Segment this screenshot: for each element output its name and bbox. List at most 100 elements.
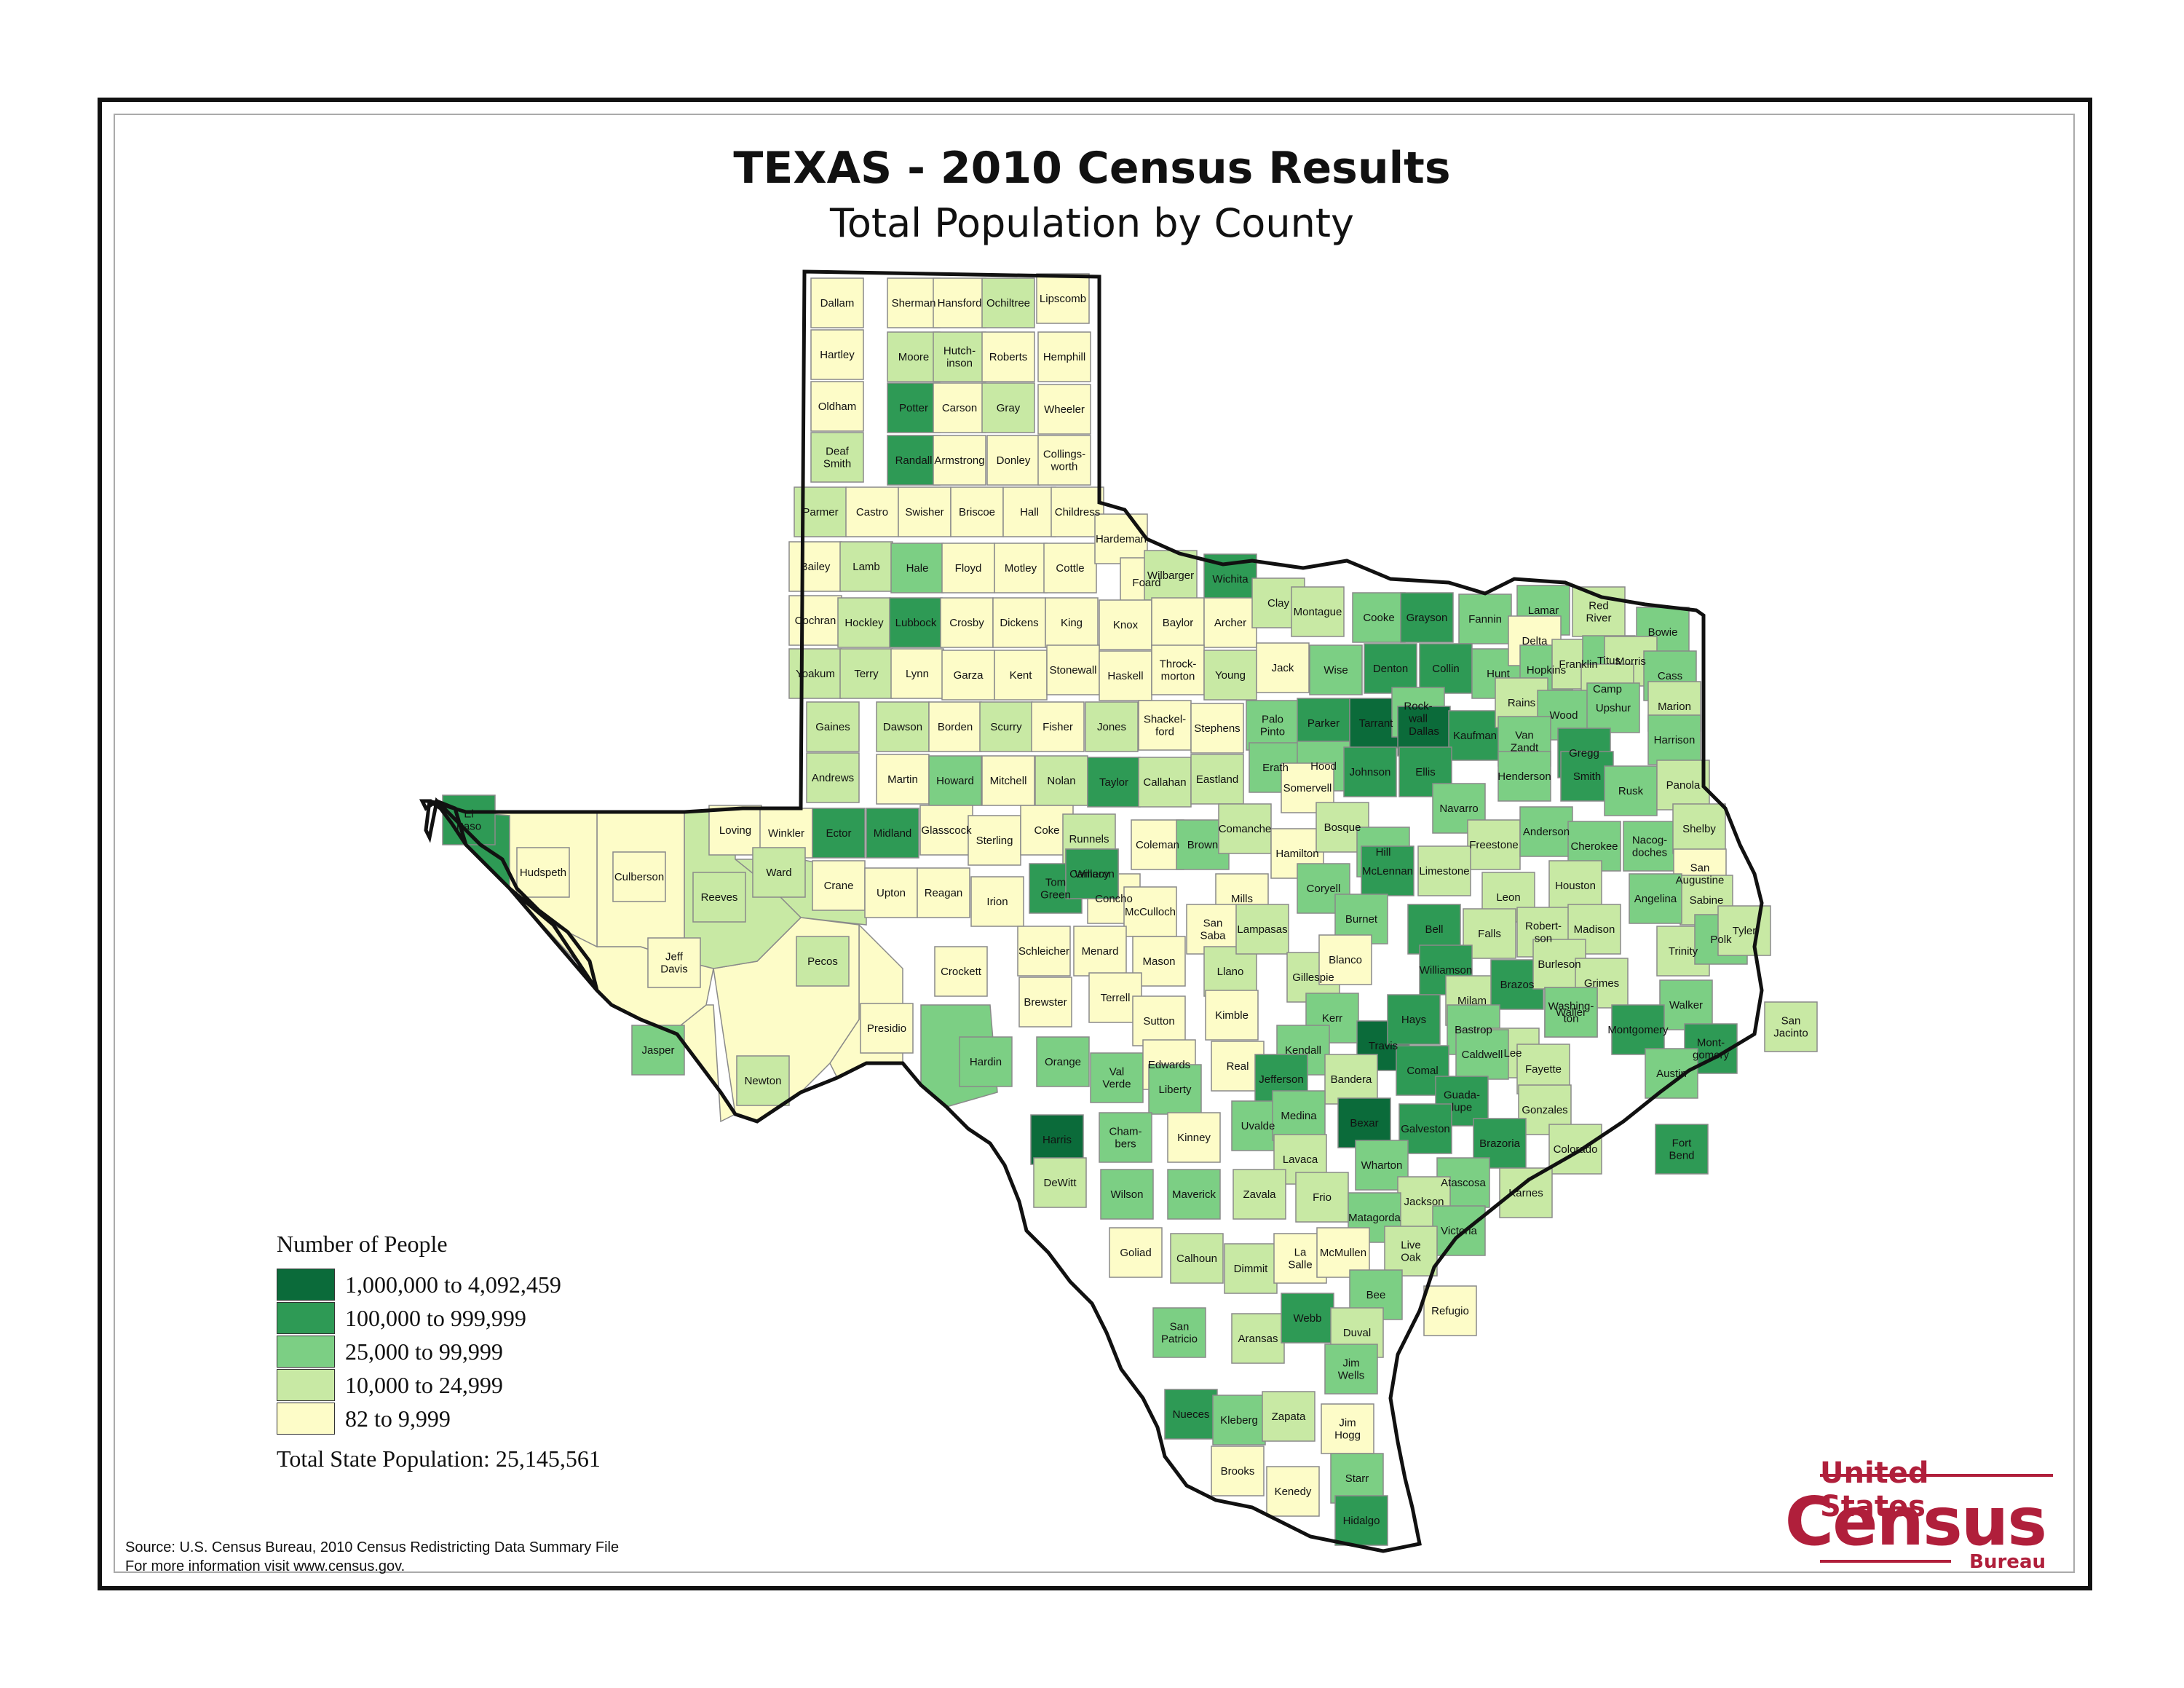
county-region — [1334, 1495, 1388, 1546]
county-label: Hardin — [970, 1056, 1002, 1068]
county-label: Floyd — [955, 562, 982, 575]
county-label: Winkler — [768, 827, 804, 840]
county-region — [1151, 644, 1205, 695]
county-label: Matagorda — [1348, 1212, 1401, 1224]
county-label: Harris — [1042, 1134, 1072, 1146]
county-label: Hockley — [844, 617, 884, 629]
county-region — [1073, 926, 1127, 977]
county-region — [1138, 700, 1192, 751]
county-label: Montgomery — [1607, 1024, 1669, 1036]
county-region — [970, 876, 1024, 927]
county-region — [1672, 803, 1726, 854]
county-region — [887, 331, 941, 382]
county-label: Terrell — [1101, 992, 1131, 1004]
county-region — [959, 1036, 1013, 1087]
logo-rule — [1820, 1560, 1951, 1563]
county-region — [1256, 642, 1310, 693]
county-label: Delta — [1522, 635, 1548, 647]
county-label: Hudspeth — [520, 867, 566, 879]
county-label: Morris — [1615, 655, 1646, 668]
county-label: Coryell — [1307, 883, 1341, 895]
county-label: Ellis — [1415, 766, 1436, 778]
county-label: Smith — [1573, 770, 1601, 783]
county-label: DeWitt — [1044, 1177, 1077, 1189]
county-region — [810, 381, 864, 432]
county-label: Llano — [1217, 966, 1244, 978]
county-regions — [435, 273, 1818, 1546]
county-region — [1519, 806, 1573, 857]
county-region — [806, 752, 860, 803]
county-label: Kerr — [1322, 1012, 1342, 1025]
county-region — [1548, 860, 1602, 911]
source-line: Source: U.S. Census Bureau, 2010 Census … — [125, 1539, 620, 1555]
county-region — [736, 1055, 790, 1106]
county-label: Hood — [1310, 760, 1337, 773]
county-region — [1211, 1446, 1265, 1496]
county-label: Lubbock — [895, 617, 937, 629]
county-label: Austin — [1656, 1068, 1687, 1080]
county-label: Shelby — [1682, 823, 1716, 835]
county-label: Karnes — [1508, 1187, 1543, 1199]
county-label: Kleberg — [1220, 1414, 1258, 1427]
county-region — [796, 936, 850, 987]
county-label: Tarrant — [1359, 717, 1394, 730]
county-label: Colorado — [1554, 1143, 1598, 1156]
total-state-population: Total State Population: 25,145,561 — [277, 1446, 601, 1472]
county-region — [810, 432, 864, 483]
county-region — [1266, 1466, 1320, 1517]
county-label: Fannin — [1468, 613, 1502, 626]
county-region — [1262, 1391, 1315, 1442]
county-label: Gonzales — [1522, 1104, 1567, 1116]
county-label: Edwards — [1148, 1059, 1190, 1071]
county-label: Angelina — [1634, 893, 1677, 905]
county-label: Jack — [1272, 662, 1294, 674]
county-label: Newton — [745, 1075, 782, 1087]
county-label: Jasper — [641, 1044, 674, 1057]
county-region — [860, 1003, 914, 1054]
county-label: Mitchell — [990, 775, 1027, 787]
county-region — [950, 486, 1004, 537]
county-label: Frio — [1313, 1191, 1332, 1204]
county-region — [1384, 1226, 1438, 1277]
county-label: Foard — [1132, 577, 1160, 589]
legend-row: 1,000,000 to 4,092,459 — [277, 1268, 601, 1301]
county-region — [1432, 1205, 1486, 1256]
county-label: Marion — [1658, 701, 1691, 713]
county-region — [940, 597, 994, 648]
county-label: Menard — [1082, 945, 1119, 958]
legend-row: 10,000 to 24,999 — [277, 1368, 601, 1402]
county-region — [1037, 331, 1091, 382]
legend-swatch — [277, 1369, 335, 1401]
county-region — [1455, 1029, 1509, 1080]
county-label: Dawson — [883, 721, 922, 733]
county-label: Coleman — [1136, 839, 1179, 851]
county-region — [933, 382, 986, 433]
county-region — [516, 847, 570, 898]
county-label: Martin — [887, 773, 918, 786]
county-region — [1764, 1001, 1818, 1052]
county-region — [1203, 946, 1257, 997]
county-label: Sterling — [976, 835, 1013, 847]
county-region — [1586, 682, 1640, 733]
county-label: Eastland — [1196, 773, 1238, 786]
county-label: Reagan — [925, 887, 963, 899]
county-label: Kaufman — [1453, 730, 1497, 742]
texas-outline — [419, 269, 1764, 1553]
county-region — [887, 277, 941, 328]
county-label: Williamson — [1420, 964, 1473, 977]
county-label: Pecos — [807, 955, 838, 968]
county-region — [1043, 543, 1097, 593]
county-label: Montague — [1294, 606, 1342, 618]
county-label: Starr — [1345, 1472, 1369, 1485]
legend-label: 1,000,000 to 4,092,459 — [345, 1271, 561, 1298]
county-label: McCulloch — [1125, 906, 1176, 918]
county-region — [866, 808, 919, 859]
source-link-line[interactable]: For more information visit www.census.go… — [125, 1558, 405, 1574]
county-region — [1212, 1395, 1266, 1446]
county-region — [1330, 1453, 1384, 1504]
county-label: Limestone — [1419, 865, 1469, 877]
county-label: Bastrop — [1455, 1024, 1492, 1036]
county-label: Hidalgo — [1343, 1515, 1380, 1527]
county-label: Crosby — [949, 617, 984, 629]
